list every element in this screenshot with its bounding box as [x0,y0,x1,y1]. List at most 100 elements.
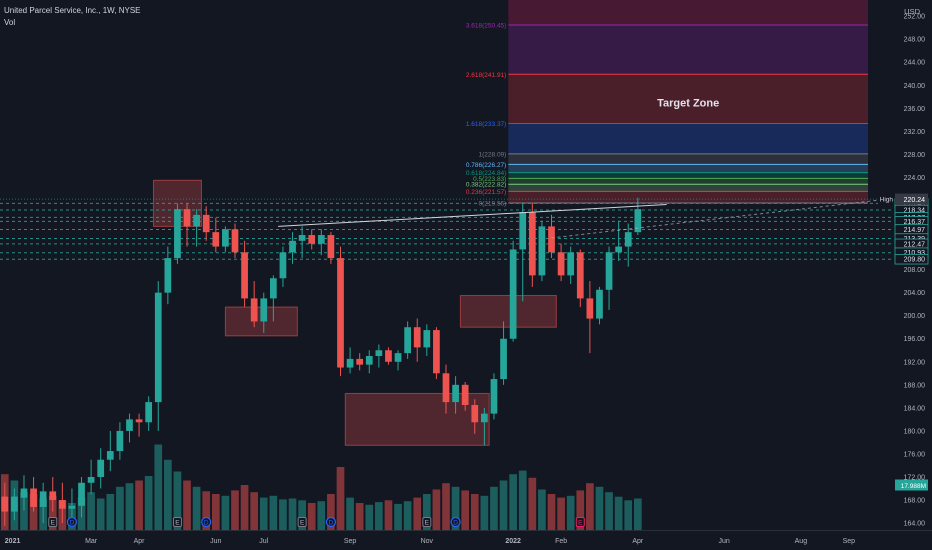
candle-body[interactable] [289,240,296,253]
candle-body[interactable] [519,212,527,250]
candle-body[interactable] [528,212,536,276]
candle-body[interactable] [154,292,162,403]
candle-body[interactable] [327,235,335,259]
candle-body[interactable] [193,214,200,227]
candle-body[interactable] [279,252,287,279]
candle-body[interactable] [68,505,76,509]
candle-body[interactable] [78,482,85,506]
volume-bar [298,500,306,530]
candle-body[interactable] [183,209,191,227]
candle-body[interactable] [30,488,37,507]
candle-body[interactable] [586,298,594,319]
candle-body[interactable] [413,327,421,348]
price-level-tag[interactable] [894,254,929,265]
earnings-marker[interactable] [422,517,432,527]
neckline-trendline[interactable] [278,204,667,227]
candle-body[interactable] [452,384,459,403]
candle-body[interactable] [433,330,440,374]
support-resistance-zones[interactable] [152,179,557,446]
earnings-marker[interactable] [575,517,585,527]
candle-body[interactable] [202,214,210,233]
time-axis[interactable]: 2021 Mar Apr Jun Jul Sep Nov 2022 Feb Apr Jun Aug Se… [5,538,855,545]
candle-body[interactable] [269,278,277,299]
price-level-tag-label: 216.37 [904,219,926,226]
candle-body[interactable] [394,353,402,362]
candle-body[interactable] [231,229,239,253]
candle-body[interactable] [557,252,565,276]
earnings-marker[interactable] [48,517,58,527]
candle-body[interactable] [250,298,258,322]
fibonacci-extension[interactable]: 0(219.56) 0.236(221.57)0.382(222.82)0.5(2… [466,0,869,208]
candle-body[interactable] [241,252,248,299]
last-price-tag[interactable] [895,193,928,205]
projection-dashed-line[interactable] [551,194,926,239]
time-tick-label: Sep [344,538,357,545]
volume-indicator-label[interactable]: Vol [4,18,16,27]
candle-body[interactable] [404,327,411,354]
candle-body[interactable] [106,451,114,460]
candle-body[interactable] [58,500,66,509]
candle-body[interactable] [442,373,450,403]
dividend-marker[interactable] [450,516,461,528]
dividend-marker[interactable] [325,516,337,528]
candle-body[interactable] [298,235,306,241]
candle-body[interactable] [87,477,95,483]
candle-body[interactable] [596,289,603,319]
candle-body[interactable] [337,258,344,368]
candle-body[interactable] [135,419,143,423]
candle-body[interactable] [308,235,316,244]
dividend-marker[interactable] [201,516,212,528]
trendlines[interactable] [278,194,926,239]
price-axis[interactable]: 164.00 168.00 172.00 176.00 180.00 184.00 188.… [878,14,929,528]
time-axis-panel[interactable] [0,530,932,550]
candle-body[interactable] [481,413,488,423]
candle-body[interactable] [317,235,325,244]
candlesticks[interactable] [1,197,642,526]
earnings-marker[interactable] [172,517,182,527]
candle-body[interactable] [375,350,383,357]
candle-body[interactable] [222,229,229,247]
candle-body[interactable] [385,350,392,362]
candle-body[interactable] [490,379,498,414]
candle-body[interactable] [145,402,153,423]
candle-body[interactable] [548,226,555,253]
candle-body[interactable] [567,252,575,276]
candle-body[interactable] [39,491,47,507]
candle-body[interactable] [356,358,364,365]
price-axis-panel[interactable] [892,0,932,530]
candle-body[interactable] [126,419,133,431]
volume-value-tag[interactable] [895,479,928,491]
candle-body[interactable] [538,226,546,276]
candle-body[interactable] [164,258,172,293]
candle-body[interactable] [97,459,105,477]
candle-body[interactable] [471,404,479,423]
candle-body[interactable] [634,209,642,233]
dividend-marker[interactable] [66,516,78,528]
candle-body[interactable] [365,356,373,365]
candle-body[interactable] [1,496,9,512]
candle-body[interactable] [49,491,57,501]
volume-bar [116,486,124,530]
candle-body[interactable] [509,249,517,339]
candle-body[interactable] [212,232,220,247]
candle-body[interactable] [576,252,584,299]
candle-body[interactable] [605,252,613,290]
candle-body[interactable] [461,384,469,405]
candle-body[interactable] [346,358,354,368]
candle-body[interactable] [423,330,431,348]
zone-rectangle[interactable] [459,295,557,328]
candle-body[interactable] [500,338,507,380]
candle-body[interactable] [615,246,623,253]
candle-body[interactable] [11,496,18,512]
candle-body[interactable] [624,232,632,247]
candle-body[interactable] [20,488,28,498]
candle-body[interactable] [174,209,181,259]
earnings-marker[interactable] [297,517,307,527]
time-tick-label: 2022 [505,538,521,545]
symbol-title[interactable]: United Parcel Service, Inc., 1W, NYSE [4,6,141,15]
time-tick-label: Jun [210,538,221,545]
candle-body[interactable] [260,298,268,322]
candle-body[interactable] [116,430,124,452]
